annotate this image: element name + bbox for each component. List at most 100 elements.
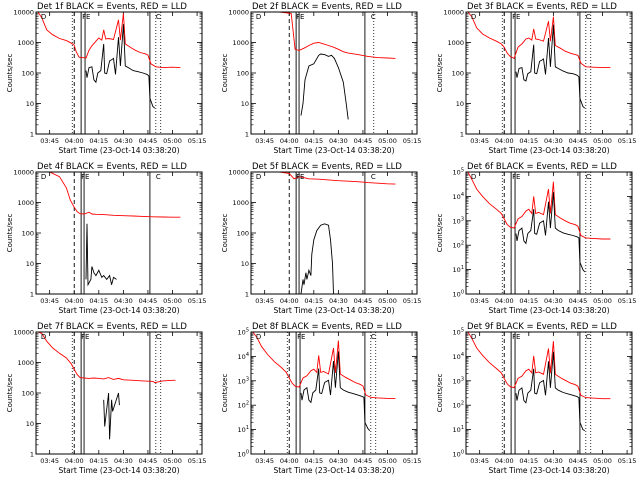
panel-det-7: Det 7f BLACK = Events, RED = LLD Counts/s…	[6, 322, 206, 475]
y-tick-exponent: 0	[246, 450, 249, 456]
y-tick-exponent: 4	[246, 352, 249, 358]
x-tick-label: 03:45	[40, 297, 59, 305]
x-axis-label: Start Time (23-Oct-14 03:38:20)	[273, 146, 394, 155]
y-tick-label: 10	[26, 100, 34, 108]
x-tick-label: 04:15	[89, 137, 108, 145]
lld-series-line	[467, 12, 611, 69]
x-axis-label: Start Time (23-Oct-14 03:38:20)	[58, 306, 179, 315]
y-axis-label: Counts/sec	[436, 54, 444, 93]
x-tick-label: 04:15	[519, 137, 538, 145]
y-tick-label: 10	[456, 100, 464, 108]
time-marker-letter: E	[516, 173, 520, 181]
x-tick-label: 04:15	[89, 457, 108, 465]
x-tick-label: 04:45	[569, 297, 588, 305]
y-tick-exponent: 5	[461, 328, 464, 334]
x-tick-label: 05:00	[163, 297, 182, 305]
y-tick-exponent: 2	[246, 401, 249, 407]
y-tick-label: 10	[241, 260, 249, 268]
x-tick-label: 04:00	[65, 137, 84, 145]
time-marker-letter: F	[512, 333, 516, 341]
panel-title: Det 3f BLACK = Events, RED = LLD	[467, 2, 617, 12]
time-marker-letter: D	[256, 13, 261, 21]
y-tick-label: 104	[238, 352, 249, 361]
plot-frame	[35, 331, 203, 455]
x-axis-label: Start Time (23-Oct-14 03:38:20)	[488, 306, 609, 315]
y-tick-label: 1	[460, 131, 464, 139]
x-tick-label: 04:15	[519, 297, 538, 305]
time-marker-letter: E	[300, 173, 304, 181]
time-marker-letter: D	[41, 173, 46, 181]
y-axis-label: Counts/sec	[436, 374, 444, 413]
panel-title: Det 5f BLACK = Events, RED = LLD	[252, 162, 402, 172]
panel-det-5: Det 5f BLACK = Events, RED = LLD Counts/s…	[221, 162, 421, 315]
x-tick-label: 04:45	[139, 297, 158, 305]
x-tick-label: 05:15	[188, 137, 207, 145]
time-marker-letter: D	[471, 13, 476, 21]
lld-series-line	[37, 12, 181, 69]
y-tick-label: 1000	[232, 39, 249, 47]
x-tick-label: 04:15	[519, 457, 538, 465]
y-tick-label: 10000	[443, 9, 464, 17]
plot-frame	[250, 11, 418, 135]
x-tick-label: 03:45	[40, 137, 59, 145]
x-tick-label: 03:45	[255, 137, 274, 145]
y-tick-label: 10000	[228, 9, 249, 17]
y-tick-exponent: 1	[246, 425, 249, 431]
panel-det-1: Det 1f BLACK = Events, RED = LLD Counts/s…	[6, 2, 206, 155]
y-axis-label: Counts/sec	[221, 54, 229, 93]
time-marker-letter: F	[512, 173, 516, 181]
events-series-line	[85, 223, 117, 287]
x-tick-label: 04:00	[280, 297, 299, 305]
panel-title: Det 7f BLACK = Events, RED = LLD	[37, 322, 187, 332]
y-axis-label: Counts/sec	[6, 374, 14, 413]
y-tick-label: 1	[30, 291, 34, 299]
y-tick-label: 103	[453, 376, 464, 385]
time-marker-letter: E	[301, 333, 305, 341]
time-marker-letter: C	[156, 13, 161, 21]
x-tick-label: 04:45	[139, 457, 158, 465]
y-tick-exponent: 5	[461, 168, 464, 174]
time-marker-letter: C	[156, 173, 161, 181]
x-tick-label: 05:15	[618, 457, 637, 465]
panel-det-3: Det 3f BLACK = Events, RED = LLD Counts/s…	[436, 2, 636, 155]
x-axis-label: Start Time (23-Oct-14 03:38:20)	[58, 466, 179, 475]
y-tick-label: 100	[237, 230, 249, 238]
x-tick-label: 04:30	[329, 137, 348, 145]
y-tick-label: 105	[453, 328, 464, 337]
y-tick-label: 10000	[13, 329, 34, 337]
x-tick-label: 04:30	[544, 297, 563, 305]
panel-det-4: Det 4f BLACK = Events, RED = LLD Counts/s…	[6, 162, 206, 315]
panel-title: Det 8f BLACK = Events, RED = LLD	[252, 322, 402, 332]
x-tick-label: 05:00	[593, 297, 612, 305]
x-tick-label: 04:45	[354, 137, 373, 145]
time-marker-letter: D	[471, 333, 476, 341]
time-marker-letter: E	[300, 13, 304, 21]
y-tick-label: 104	[453, 352, 464, 361]
panel-det-2: Det 2f BLACK = Events, RED = LLD Counts/s…	[221, 2, 421, 155]
y-tick-exponent: 1	[461, 425, 464, 431]
plot-frame	[465, 11, 633, 135]
x-tick-label: 04:45	[569, 137, 588, 145]
time-marker-letter: F	[81, 333, 85, 341]
x-tick-label: 05:00	[593, 137, 612, 145]
x-tick-label: 03:45	[255, 457, 274, 465]
y-tick-label: 1000	[447, 39, 464, 47]
y-tick-label: 102	[453, 401, 464, 410]
x-tick-label: 04:30	[114, 457, 133, 465]
y-axis-label: Counts/sec	[6, 214, 14, 253]
x-axis-label: Start Time (23-Oct-14 03:38:20)	[488, 146, 609, 155]
time-marker-letter: D	[256, 173, 261, 181]
x-tick-label: 05:00	[163, 137, 182, 145]
events-series-line	[515, 192, 586, 273]
x-tick-label: 04:30	[114, 297, 133, 305]
x-tick-label: 04:00	[280, 457, 299, 465]
x-tick-label: 04:30	[329, 457, 348, 465]
x-tick-label: 05:15	[188, 297, 207, 305]
x-tick-label: 05:00	[378, 297, 397, 305]
time-marker-letter: C	[586, 173, 591, 181]
x-tick-label: 05:15	[403, 297, 422, 305]
time-marker-letter: D	[256, 333, 261, 341]
time-marker-letter: E	[516, 333, 520, 341]
plot-frame	[250, 331, 418, 455]
